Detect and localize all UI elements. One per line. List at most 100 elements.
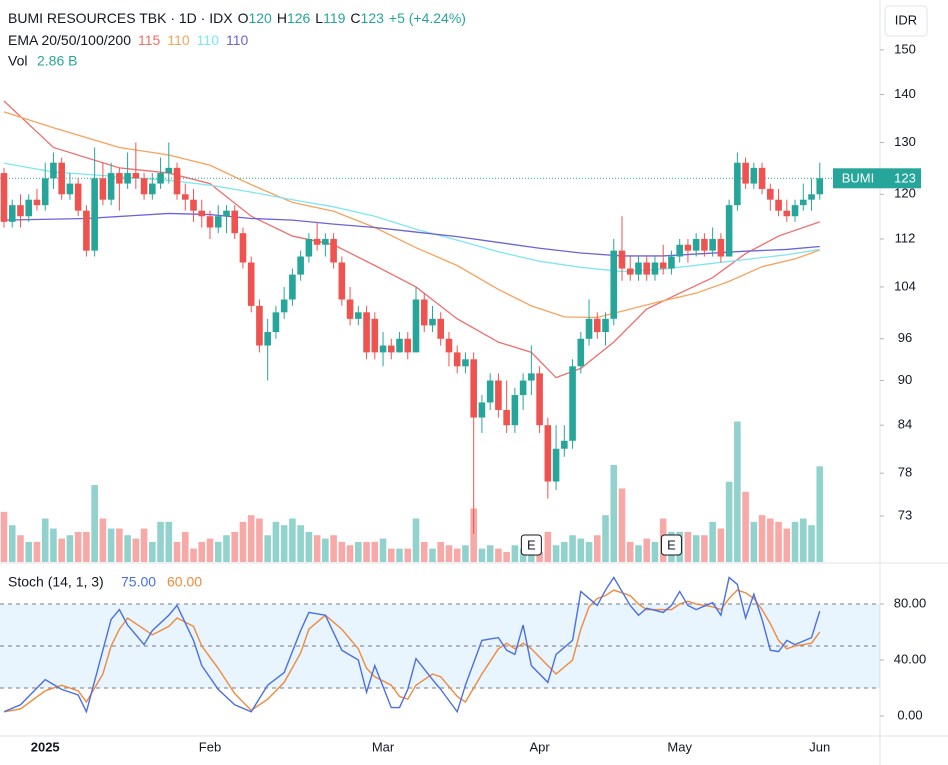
ohlc-letter: L bbox=[315, 10, 323, 26]
volume-bar bbox=[214, 541, 222, 562]
volume-bar bbox=[91, 485, 98, 562]
x-tick-label: 2025 bbox=[31, 739, 60, 754]
volume-bar bbox=[256, 518, 263, 562]
legend-line: BUMI RESOURCES TBK · 1D · IDX O120 H126 L11… bbox=[8, 10, 466, 26]
y-tick-label: 84 bbox=[898, 417, 912, 432]
candle-body bbox=[725, 205, 733, 257]
volume-bar bbox=[486, 545, 494, 562]
volume-bar bbox=[206, 538, 214, 562]
volume-bar bbox=[552, 545, 560, 562]
candle-body bbox=[692, 238, 700, 251]
candle-body bbox=[404, 338, 412, 353]
candle-body bbox=[684, 244, 692, 251]
volume-bar bbox=[750, 521, 758, 562]
candle-body bbox=[676, 244, 683, 257]
candle-body bbox=[157, 173, 164, 184]
volume-bar bbox=[280, 525, 288, 562]
ema-value: 115 bbox=[138, 32, 161, 48]
candle-body bbox=[758, 167, 766, 189]
candle-body bbox=[41, 178, 49, 206]
candle-body bbox=[519, 380, 527, 396]
candle-body bbox=[165, 167, 173, 174]
volume-bar bbox=[396, 548, 403, 562]
volume-bar bbox=[239, 521, 247, 562]
candle-body bbox=[74, 183, 82, 211]
candle-body bbox=[280, 299, 288, 313]
candle-body bbox=[783, 210, 791, 217]
earnings-label: E bbox=[527, 537, 536, 552]
volume-bar bbox=[495, 548, 502, 562]
ema-line bbox=[3, 111, 820, 319]
volume-bar bbox=[157, 521, 164, 562]
ohlc-value: 126 bbox=[287, 10, 311, 26]
earnings-marker[interactable] bbox=[660, 534, 682, 556]
volume-bar bbox=[577, 538, 585, 562]
candle-body bbox=[552, 448, 560, 482]
volume-bar bbox=[338, 541, 346, 562]
stoch-k-line bbox=[3, 576, 821, 714]
volume-bar bbox=[33, 541, 41, 562]
candle-body bbox=[272, 312, 280, 333]
candle-body bbox=[626, 268, 634, 275]
candle-body bbox=[668, 256, 675, 269]
candle-body bbox=[462, 359, 469, 367]
volume-bar bbox=[709, 521, 716, 562]
candle-body bbox=[470, 359, 477, 418]
y-tick-label: 150 bbox=[894, 41, 916, 56]
volume-bar bbox=[626, 541, 634, 562]
candle-body bbox=[536, 373, 543, 426]
y-tick-label: 112 bbox=[895, 230, 916, 245]
candle-body bbox=[313, 238, 321, 245]
candle-body bbox=[799, 199, 807, 206]
volume-bar bbox=[404, 548, 412, 562]
volume-bar bbox=[0, 511, 8, 562]
candle-body bbox=[231, 210, 239, 234]
price-tag-value: 123 bbox=[894, 171, 916, 186]
candle-body bbox=[511, 395, 519, 426]
volume-bar bbox=[569, 535, 576, 562]
currency-box[interactable] bbox=[884, 5, 928, 37]
candle-body bbox=[453, 352, 461, 367]
candle-body bbox=[651, 262, 659, 275]
y-tick-label: 104 bbox=[894, 278, 916, 293]
volume-bar bbox=[816, 466, 824, 562]
volume-bar bbox=[453, 548, 461, 562]
candle-body bbox=[701, 238, 708, 251]
currency: IDR bbox=[895, 12, 917, 27]
candle-body bbox=[338, 262, 346, 300]
candle-body bbox=[503, 409, 510, 426]
volume-bar bbox=[791, 521, 799, 562]
volume-bar bbox=[107, 528, 115, 562]
volume-bar bbox=[305, 531, 313, 562]
candle-body bbox=[569, 366, 576, 441]
price-tag-ticker: BUMI bbox=[842, 171, 875, 186]
candle-body bbox=[635, 262, 642, 275]
x-tick-label: May bbox=[667, 739, 692, 754]
volume-bar bbox=[470, 508, 477, 562]
volume-bar bbox=[99, 518, 107, 562]
candle-body bbox=[791, 205, 799, 217]
volume-bar bbox=[132, 538, 140, 562]
candle-body bbox=[322, 238, 329, 245]
ema-title: EMA 20/50/100/200 bbox=[8, 32, 131, 48]
candle-body bbox=[437, 318, 445, 339]
candle-body bbox=[717, 238, 725, 257]
candle-body bbox=[478, 402, 486, 418]
earnings-marker[interactable] bbox=[520, 534, 542, 556]
volume-bar bbox=[602, 515, 609, 562]
volume-bar bbox=[561, 541, 568, 562]
volume-bar bbox=[165, 521, 173, 562]
candle-body bbox=[33, 199, 41, 206]
vol-value: 2.86 B bbox=[37, 53, 77, 69]
candle-body bbox=[445, 338, 453, 353]
candle-body bbox=[643, 262, 651, 275]
candle-body bbox=[247, 262, 255, 306]
candle-body bbox=[734, 162, 741, 206]
ohlc-letter: C bbox=[350, 10, 360, 26]
candle-body bbox=[25, 199, 33, 217]
volume-bar bbox=[742, 491, 749, 562]
volume-bar bbox=[140, 528, 148, 562]
candle-body bbox=[132, 173, 140, 179]
